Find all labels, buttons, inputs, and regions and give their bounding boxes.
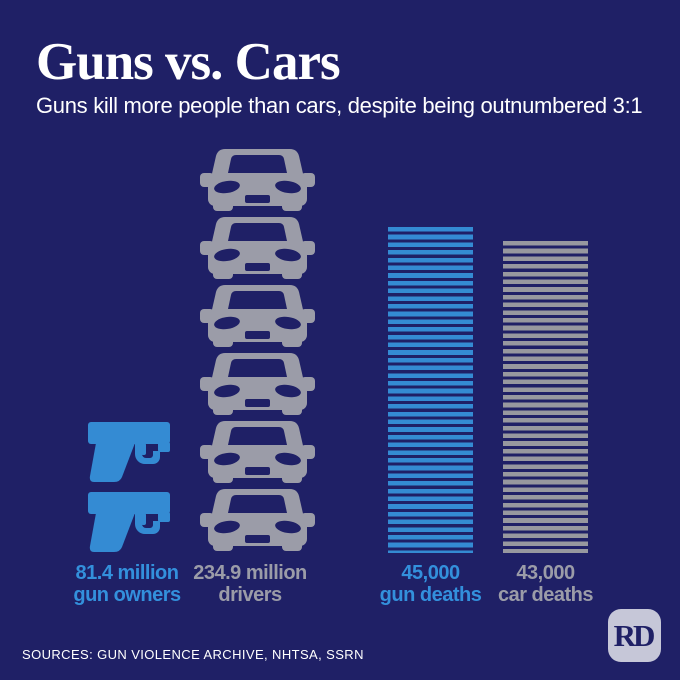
gun-deaths-label: 45,000 gun deaths <box>340 562 521 606</box>
car-icons <box>200 148 315 551</box>
gun-icons <box>88 419 170 553</box>
car-icon <box>200 285 315 347</box>
car-deaths-caption: car deaths <box>497 584 594 606</box>
car-deaths-bar <box>503 241 588 553</box>
gun-deaths-caption: gun deaths <box>379 584 482 606</box>
car-icon <box>200 489 315 551</box>
page-subtitle: Guns kill more people than cars, despite… <box>36 93 643 118</box>
car-icon <box>200 421 315 483</box>
pistol-icon <box>88 422 170 482</box>
gun-deaths-value: 45,000 <box>401 562 460 584</box>
drivers-value: 234.9 million <box>193 562 307 584</box>
car-icon <box>200 149 315 211</box>
drivers-caption: drivers <box>218 584 282 606</box>
gun-owners-caption: gun owners <box>73 584 181 606</box>
car-icon <box>200 353 315 415</box>
gun-owners-label: 81.4 million gun owners <box>37 562 217 606</box>
page-title: Guns vs. Cars <box>36 33 341 91</box>
pistol-icon <box>88 492 170 552</box>
drivers-label: 234.9 million drivers <box>160 562 340 606</box>
car-deaths-value: 43,000 <box>516 562 575 584</box>
rd-logo: RD <box>608 609 661 662</box>
sources-text: SOURCES: GUN VIOLENCE ARCHIVE, NHTSA, SS… <box>22 647 364 662</box>
car-icon <box>200 217 315 279</box>
car-deaths-label: 43,000 car deaths <box>455 562 636 606</box>
gun-deaths-bar <box>388 227 473 553</box>
gun-owners-value: 81.4 million <box>75 562 179 584</box>
